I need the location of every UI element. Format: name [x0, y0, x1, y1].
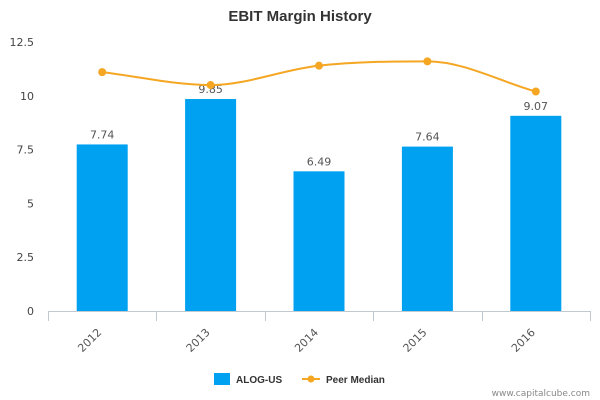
y-tick-label: 0	[27, 305, 34, 318]
bar	[76, 144, 128, 311]
peer-median-point	[315, 61, 323, 70]
peer-median-point	[531, 87, 540, 96]
bar-data-label: 6.49	[307, 155, 332, 168]
bar-data-label: 9.07	[524, 100, 549, 113]
line-series	[98, 57, 540, 96]
x-tick-label: 2012	[75, 326, 104, 355]
legend-label-alog: ALOG-US	[236, 375, 282, 386]
legend-swatch-bar	[214, 373, 230, 385]
bar	[185, 99, 237, 311]
y-tick-label: 7.5	[17, 144, 35, 157]
source-credit: www.capitalcube.com	[492, 389, 590, 399]
y-tick-label: 10	[20, 90, 34, 103]
peer-median-point	[98, 68, 107, 77]
peer-median-point	[206, 81, 215, 90]
legend-swatch-marker	[307, 375, 315, 383]
bar-series: 7.74 9.85 6.49 7.64 9.07	[76, 83, 562, 311]
y-tick-label: 2.5	[17, 251, 35, 264]
bar	[401, 146, 453, 311]
bar-data-label: 7.74	[90, 128, 115, 141]
bar-data-label: 9.85	[198, 83, 223, 96]
x-tick-label: 2016	[509, 326, 538, 355]
x-tick-label: 2013	[184, 326, 213, 355]
y-axis: 0 2.5 5 7.5 10 12.5	[10, 36, 35, 318]
x-tick-label: 2014	[292, 326, 321, 355]
peer-median-point	[423, 57, 432, 66]
legend-label-peer: Peer Median	[326, 375, 385, 386]
x-axis: 2012 2013 2014 2015 2016	[48, 311, 591, 355]
bar-data-label: 7.64	[415, 131, 440, 144]
x-tick-label: 2015	[401, 326, 430, 355]
y-tick-label: 5	[27, 197, 34, 210]
y-tick-label: 12.5	[10, 36, 35, 49]
chart-title: EBIT Margin History	[228, 8, 372, 25]
bar	[510, 115, 562, 311]
bar	[293, 171, 345, 311]
legend: ALOG-US Peer Median	[214, 373, 385, 386]
